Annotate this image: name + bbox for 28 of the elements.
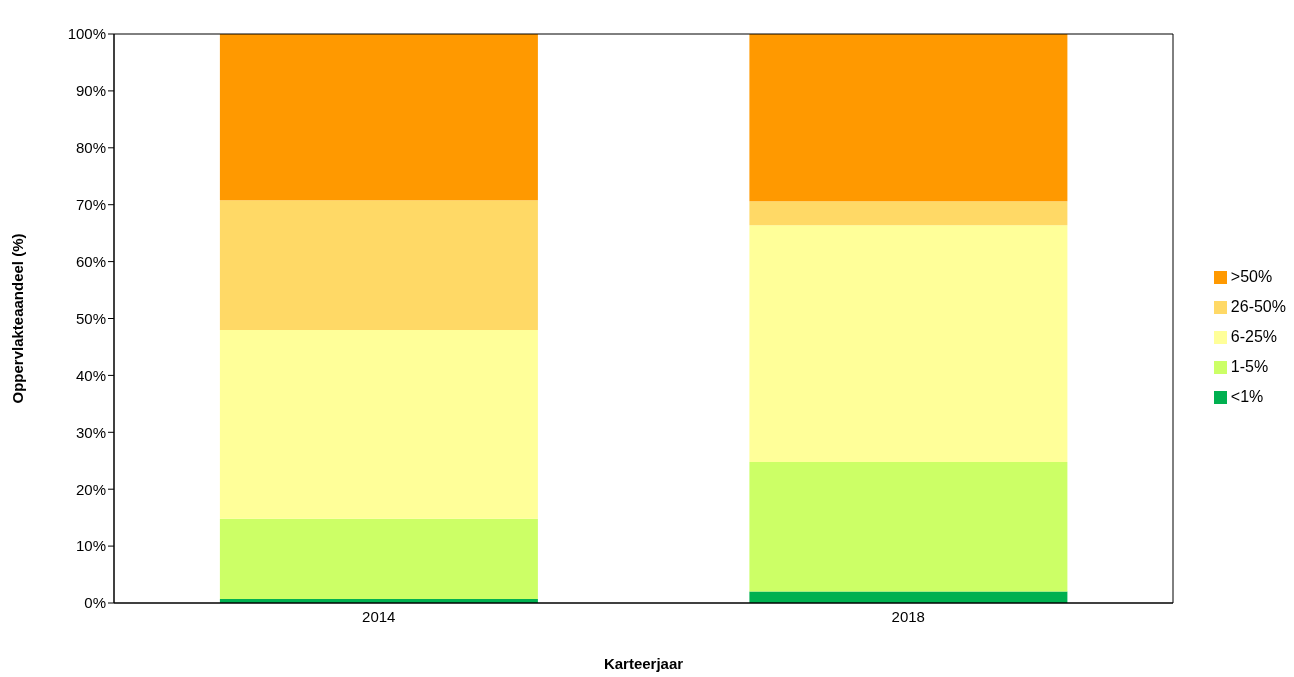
y-tick-label: 30% (75, 423, 106, 441)
x-axis-title: Karteerjaar (603, 655, 684, 672)
y-tick-label: 60% (75, 252, 106, 270)
y-tick-label: 40% (75, 366, 106, 384)
y-tick-label: 50% (75, 309, 106, 327)
y-axis-title: Oppervlakteaandeel (%) (9, 233, 27, 404)
x-tick-label: 2018 (891, 607, 925, 625)
bar (749, 461, 1068, 592)
bar (219, 518, 538, 600)
bar (219, 200, 538, 330)
bar (749, 225, 1068, 462)
y-tick-label: 10% (75, 537, 106, 555)
bar (219, 34, 538, 201)
bar (749, 201, 1068, 226)
legend-label: >50% (1230, 268, 1273, 286)
y-tick-label: 100% (67, 25, 106, 43)
y-tick-label: 90% (75, 82, 106, 100)
bar (219, 329, 538, 519)
bar (749, 34, 1068, 202)
y-tick-label: 70% (75, 196, 106, 214)
x-tick-label: 2014 (362, 607, 396, 625)
legend-label: 26-50% (1230, 298, 1286, 316)
legend-label: <1% (1230, 388, 1264, 406)
y-tick-label: 20% (75, 480, 106, 498)
legend-label: 6-25% (1230, 328, 1278, 346)
legend-label: 1-5% (1230, 358, 1269, 376)
y-tick-label: 0% (84, 594, 106, 612)
y-tick-label: 80% (75, 139, 106, 157)
